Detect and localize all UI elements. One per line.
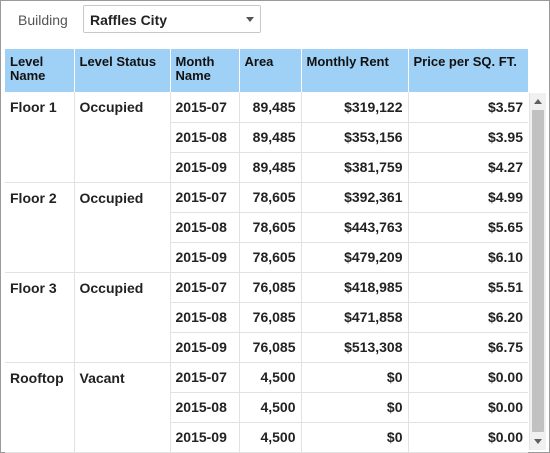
column-header-month-name[interactable]: Month Name (170, 49, 240, 92)
vertical-scrollbar[interactable] (529, 93, 546, 450)
level-status-cell: Vacant (74, 362, 171, 453)
level-status-cell: Occupied (74, 272, 171, 363)
level-name-cell: Floor 3 (5, 272, 75, 363)
monthly-rent-cell: $479,209 (301, 242, 409, 273)
month-cell: 2015-08 (170, 302, 240, 333)
table-row: 2015-08 76,085 $471,858 $6.20 (5, 302, 528, 333)
table-header-row: Level Name Level Status Month Name Area … (5, 49, 528, 92)
area-cell: 76,085 (239, 332, 302, 363)
price-per-sqft-cell: $6.20 (408, 302, 528, 333)
monthly-rent-cell: $0 (301, 422, 409, 453)
table-row: 2015-08 89,485 $353,156 $3.95 (5, 122, 528, 153)
month-cell: 2015-09 (170, 422, 240, 453)
level-name-cell: Floor 1 (5, 92, 75, 183)
month-cell: 2015-07 (170, 362, 240, 393)
monthly-rent-cell: $0 (301, 362, 409, 393)
price-per-sqft-cell: $5.65 (408, 212, 528, 243)
monthly-rent-cell: $0 (301, 392, 409, 423)
monthly-rent-cell: $443,763 (301, 212, 409, 243)
building-select[interactable]: Raffles City (83, 5, 261, 33)
level-name-cell: Rooftop (5, 362, 75, 453)
area-cell: 89,485 (239, 122, 302, 153)
table-row: 2015-09 4,500 $0 $0.00 (5, 422, 528, 453)
area-cell: 76,085 (239, 302, 302, 333)
area-cell: 4,500 (239, 422, 302, 453)
area-cell: 78,605 (239, 182, 302, 213)
month-cell: 2015-09 (170, 332, 240, 363)
level-name-cell: Floor 2 (5, 182, 75, 273)
table-row: 2015-08 4,500 $0 $0.00 (5, 392, 528, 423)
table-row: Floor 3 Occupied 2015-07 76,085 $418,985 $5.5… (5, 272, 528, 363)
building-select-value: Raffles City (90, 12, 168, 28)
arrow-up-icon[interactable] (534, 99, 542, 104)
table-row: 2015-08 78,605 $443,763 $5.65 (5, 212, 528, 243)
table-row: Rooftop Vacant 2015-07 4,500 $0 $0.00 (5, 362, 528, 453)
month-cell: 2015-08 (170, 212, 240, 243)
area-cell: 76,085 (239, 272, 302, 303)
price-per-sqft-cell: $3.95 (408, 122, 528, 153)
monthly-rent-cell: $513,308 (301, 332, 409, 363)
price-per-sqft-cell: $0.00 (408, 422, 528, 453)
price-per-sqft-cell: $0.00 (408, 362, 528, 393)
table-row: Floor 1 Occupied 2015-07 89,485 $319,122 $3.5… (5, 92, 528, 183)
price-per-sqft-cell: $6.10 (408, 242, 528, 273)
column-header-level-name[interactable]: Level Name (5, 49, 75, 92)
arrow-down-icon[interactable] (534, 439, 542, 444)
building-filter-label: Building (18, 12, 68, 28)
monthly-rent-cell: $392,361 (301, 182, 409, 213)
table-row: 2015-09 76,085 $513,308 $6.75 (5, 332, 528, 363)
price-per-sqft-cell: $4.99 (408, 182, 528, 213)
month-cell: 2015-07 (170, 92, 240, 123)
table-row: 2015-09 89,485 $381,759 $4.27 (5, 152, 528, 183)
area-cell: 89,485 (239, 92, 302, 123)
level-status-cell: Occupied (74, 182, 171, 273)
column-header-price-per-sqft[interactable]: Price per SQ. FT. (408, 49, 528, 92)
price-per-sqft-cell: $4.27 (408, 152, 528, 183)
month-cell: 2015-09 (170, 152, 240, 183)
rent-table: Level Name Level Status Month Name Area … (5, 49, 528, 453)
scrollbar-thumb[interactable] (532, 110, 544, 432)
table-body: Floor 1 Occupied 2015-07 89,485 $319,122 $3.5… (5, 92, 528, 453)
area-cell: 4,500 (239, 362, 302, 393)
column-header-level-status[interactable]: Level Status (74, 49, 171, 92)
table-row: Floor 2 Occupied 2015-07 78,605 $392,361 $4.9… (5, 182, 528, 273)
level-status-cell: Occupied (74, 92, 171, 183)
area-cell: 4,500 (239, 392, 302, 423)
month-cell: 2015-08 (170, 122, 240, 153)
chevron-down-icon (246, 17, 254, 22)
area-cell: 89,485 (239, 152, 302, 183)
area-cell: 78,605 (239, 212, 302, 243)
area-cell: 78,605 (239, 242, 302, 273)
monthly-rent-cell: $381,759 (301, 152, 409, 183)
price-per-sqft-cell: $0.00 (408, 392, 528, 423)
price-per-sqft-cell: $6.75 (408, 332, 528, 363)
table-row: 2015-09 78,605 $479,209 $6.10 (5, 242, 528, 273)
monthly-rent-cell: $418,985 (301, 272, 409, 303)
monthly-rent-cell: $353,156 (301, 122, 409, 153)
monthly-rent-cell: $319,122 (301, 92, 409, 123)
monthly-rent-cell: $471,858 (301, 302, 409, 333)
month-cell: 2015-07 (170, 182, 240, 213)
price-per-sqft-cell: $5.51 (408, 272, 528, 303)
month-cell: 2015-09 (170, 242, 240, 273)
month-cell: 2015-08 (170, 392, 240, 423)
price-per-sqft-cell: $3.57 (408, 92, 528, 123)
column-header-area[interactable]: Area (239, 49, 302, 92)
month-cell: 2015-07 (170, 272, 240, 303)
column-header-monthly-rent[interactable]: Monthly Rent (301, 49, 409, 92)
